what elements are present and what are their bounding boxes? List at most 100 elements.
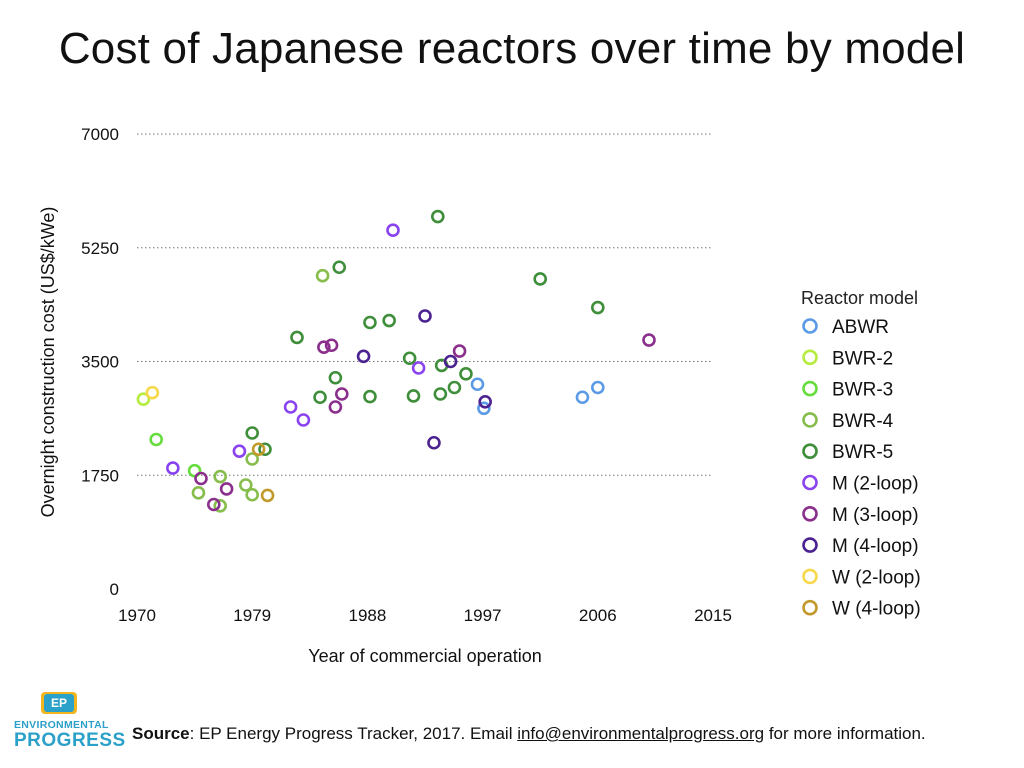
- legend-label: M (3-loop): [832, 505, 919, 526]
- logo-mark-text: EP: [44, 694, 74, 712]
- environmental-progress-logo: EP ENVIRONMENTAL PROGRESS: [14, 692, 126, 752]
- data-point: [478, 394, 492, 409]
- data-point: [411, 361, 426, 375]
- data-point: [315, 268, 330, 283]
- legend-marker-icon: [802, 318, 818, 334]
- legend-marker-icon: [802, 380, 818, 397]
- data-point: [533, 272, 548, 286]
- data-point: [251, 442, 266, 457]
- data-point: [145, 385, 160, 400]
- legend-marker-icon: [802, 505, 818, 522]
- data-point: [363, 389, 377, 404]
- data-point: [418, 309, 432, 323]
- data-point: [260, 488, 275, 503]
- data-point: [575, 390, 590, 405]
- data-point: [213, 498, 227, 513]
- email-link[interactable]: info@environmentalprogress.org: [517, 724, 765, 743]
- legend-label: ABWR: [832, 317, 889, 338]
- data-point: [447, 380, 462, 395]
- source-label: Source: [132, 724, 190, 743]
- data-point: [590, 380, 605, 395]
- logo-line-2: PROGRESS: [14, 730, 126, 751]
- data-point: [296, 413, 311, 427]
- data-point: [332, 260, 347, 275]
- data-point: [356, 349, 371, 364]
- data-point: [433, 387, 448, 401]
- data-point: [245, 487, 259, 502]
- data-point: [245, 452, 259, 466]
- data-point: [191, 485, 206, 500]
- data-points: [136, 209, 656, 513]
- data-point: [207, 497, 221, 512]
- data-point: [363, 315, 377, 330]
- data-point: [149, 432, 163, 447]
- legend: Reactor model ABWR BWR-2 BWR-3 BWR-4 BWR-5 M …: [801, 288, 921, 620]
- data-point: [328, 370, 343, 385]
- x-tick-labels: 1970 1979 1988 1997 2006 2015: [118, 606, 732, 625]
- data-point: [382, 313, 396, 328]
- y-tick-label: 1750: [81, 466, 119, 485]
- legend-marker-icon: [802, 412, 818, 428]
- y-tick-label: 3500: [81, 353, 119, 372]
- x-tick-label: 2006: [579, 606, 617, 625]
- data-point: [477, 401, 491, 416]
- legend-marker-icon: [802, 568, 818, 585]
- data-point: [642, 333, 656, 347]
- scatter-chart: 0 1750 3500 5250 7000 1970 1979 1988 1997 2006 20…: [38, 125, 921, 666]
- data-point: [324, 338, 339, 353]
- data-point: [459, 367, 473, 381]
- data-point: [219, 482, 234, 496]
- y-tick-label: 5250: [81, 239, 119, 258]
- x-axis-label: Year of commercial operation: [308, 646, 541, 666]
- grid-lines: [137, 133, 713, 476]
- data-point: [470, 377, 485, 392]
- data-point: [443, 354, 458, 369]
- data-point: [452, 344, 467, 358]
- data-point: [239, 478, 253, 492]
- data-point: [187, 463, 202, 478]
- data-point: [290, 330, 304, 345]
- y-tick-labels: 0 1750 3500 5250 7000: [81, 125, 119, 599]
- x-tick-label: 1997: [464, 606, 502, 625]
- y-tick-label: 7000: [81, 125, 119, 144]
- legend-label: W (4-loop): [832, 599, 921, 620]
- x-tick-label: 1970: [118, 606, 156, 625]
- data-point: [232, 444, 247, 459]
- y-axis-label: Overnight construction cost (US$/kWe): [38, 207, 58, 518]
- source-text: : EP Energy Progress Tracker, 2017. Emai…: [189, 724, 518, 743]
- data-point: [313, 390, 327, 405]
- data-point: [136, 392, 151, 407]
- data-point: [427, 435, 441, 450]
- legend-marker-icon: [802, 443, 818, 460]
- x-tick-label: 1988: [348, 606, 386, 625]
- legend-title: Reactor model: [801, 288, 918, 308]
- data-point: [245, 426, 259, 440]
- data-point: [430, 209, 445, 224]
- chart-title: Cost of Japanese reactors over time by m…: [58, 24, 966, 73]
- x-tick-label: 2015: [694, 606, 732, 625]
- data-point: [194, 471, 208, 486]
- x-tick-label: 1979: [233, 606, 271, 625]
- data-point: [402, 351, 417, 366]
- data-point: [386, 223, 400, 237]
- legend-marker-icon: [802, 599, 818, 616]
- source-note: Source: EP Energy Progress Tracker, 2017…: [132, 724, 926, 744]
- legend-label: M (4-loop): [832, 536, 919, 557]
- legend-label: W (2-loop): [832, 567, 921, 588]
- data-point: [590, 300, 605, 315]
- data-point: [328, 400, 343, 414]
- data-point: [258, 442, 272, 457]
- legend-label: BWR-5: [832, 442, 893, 463]
- y-tick-label: 0: [110, 580, 119, 599]
- legend-label: BWR-3: [832, 380, 893, 401]
- logo-line-1: ENVIRONMENTAL: [14, 719, 109, 731]
- legend-label: M (2-loop): [832, 474, 919, 495]
- source-suffix: for more information.: [764, 724, 926, 743]
- data-point: [334, 387, 349, 401]
- legend-label: BWR-2: [832, 348, 893, 369]
- data-point: [406, 389, 421, 403]
- data-point: [213, 469, 227, 484]
- data-point: [283, 400, 298, 414]
- data-point: [317, 340, 331, 355]
- legend-marker-icon: [802, 474, 818, 491]
